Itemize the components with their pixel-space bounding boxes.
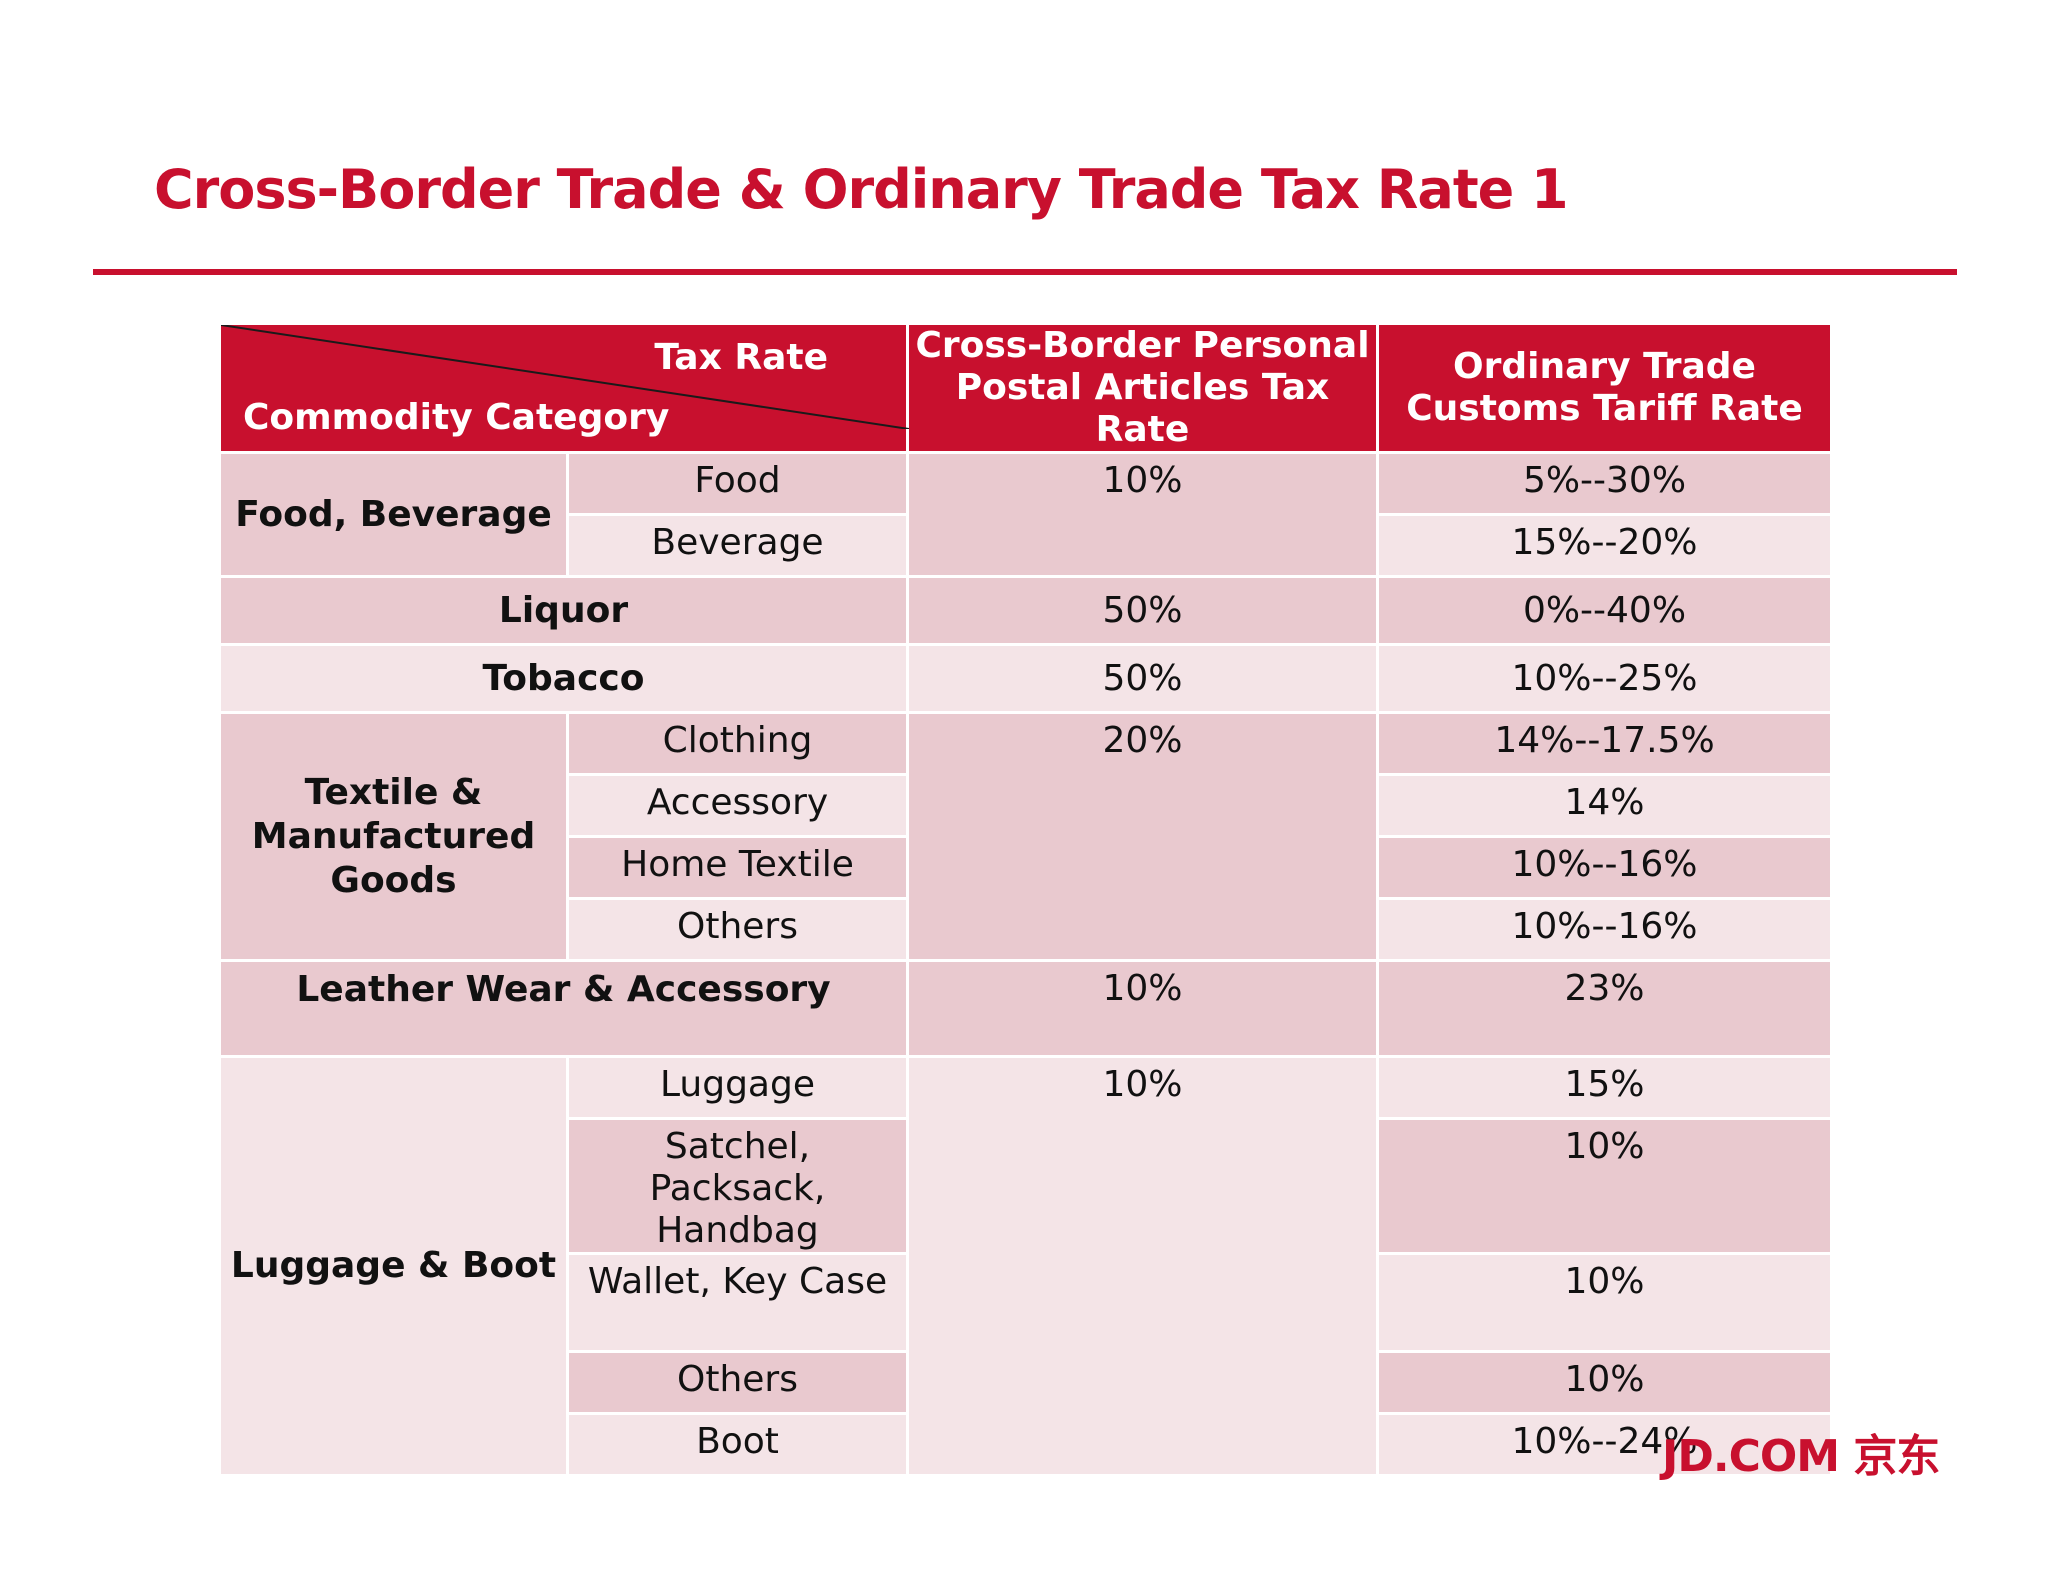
category-cell: Luggage & Boot xyxy=(218,1055,569,1477)
tariff-cell: 10%--25% xyxy=(1376,643,1833,714)
title-divider xyxy=(93,269,1957,275)
subcategory-cell: Accessory xyxy=(566,773,909,838)
table-row: Others 10%--16% xyxy=(220,897,1833,962)
table-row: Tobacco 50% 10%--25% xyxy=(218,643,1833,714)
table-row: Home Textile 10%--16% xyxy=(220,835,1833,900)
table-row: Leather Wear & Accessory 10% 23% xyxy=(218,959,1833,1058)
cross-border-rate-cell: 20% xyxy=(906,711,1379,962)
cross-border-rate-cell: 10% xyxy=(906,1055,1379,1477)
table-header-row: Tax Rate Commodity Category Cross-Border… xyxy=(218,322,1833,454)
corner-header-cell: Tax Rate Commodity Category xyxy=(218,322,909,454)
table-row: Wallet, Key Case 10% xyxy=(220,1252,1833,1353)
header-line: Ordinary Trade xyxy=(1453,346,1756,387)
tariff-cell: 14%--17.5% xyxy=(1376,711,1833,776)
cross-border-rate-cell: 10% xyxy=(906,451,1379,578)
cross-border-rate-cell: 50% xyxy=(906,575,1379,646)
tariff-cell: 15%--20% xyxy=(1376,513,1833,578)
tariff-cell: 15% xyxy=(1376,1055,1833,1120)
category-line: Goods xyxy=(330,859,457,901)
commodity-category-header: Commodity Category xyxy=(243,397,670,438)
tariff-cell: 5%--30% xyxy=(1376,451,1833,516)
ordinary-tariff-header: Ordinary Trade Customs Tariff Rate xyxy=(1376,322,1833,454)
category-cell: Leather Wear & Accessory xyxy=(218,959,909,1058)
tariff-cell: 10% xyxy=(1376,1252,1833,1353)
subcategory-cell: Clothing xyxy=(566,711,909,776)
table-row: Beverage 15%--20% xyxy=(220,513,1833,578)
subcategory-line: Handbag xyxy=(656,1210,819,1251)
jd-logo: JD.COM 京东 xyxy=(1662,1431,1940,1482)
tariff-cell: 10%--24% xyxy=(1376,1412,1833,1477)
table-row: Textile & Manufactured Goods Clothing 20… xyxy=(218,711,1833,962)
tax-rate-table: Tax Rate Commodity Category Cross-Border… xyxy=(218,322,1833,1477)
tariff-cell: 10%--16% xyxy=(1376,897,1833,962)
subcategory-cell: Food xyxy=(566,451,909,516)
table-row: Boot 10%--24% xyxy=(220,1412,1833,1477)
cross-border-rate-cell: 10% xyxy=(906,959,1379,1058)
table-row: Accessory 14% xyxy=(220,773,1833,838)
cross-border-rate-cell: 50% xyxy=(906,643,1379,714)
category-cell: Textile & Manufactured Goods xyxy=(218,711,569,962)
tariff-cell: 10%--16% xyxy=(1376,835,1833,900)
subcategory-cell: Others xyxy=(566,897,909,962)
subcategory-cell: Boot xyxy=(566,1412,909,1477)
page-title: Cross-Border Trade & Ordinary Trade Tax … xyxy=(154,158,1569,221)
table-row: Satchel, Packsack, Handbag 10% xyxy=(220,1117,1833,1255)
subcategory-cell: Beverage xyxy=(566,513,909,578)
subcategory-cell: Home Textile xyxy=(566,835,909,900)
category-cell: Liquor xyxy=(218,575,909,646)
table-row: Food, Beverage Food 10% 5%--30% xyxy=(218,451,1833,578)
header-line: Cross-Border Personal xyxy=(915,325,1370,366)
header-line: Postal Articles Tax Rate xyxy=(955,367,1330,450)
header-line: Customs Tariff Rate xyxy=(1406,388,1803,429)
tariff-cell: 23% xyxy=(1376,959,1833,1058)
subcategory-cell: Satchel, Packsack, Handbag xyxy=(566,1117,909,1255)
category-cell: Food, Beverage xyxy=(218,451,569,578)
cross-border-rate-header: Cross-Border Personal Postal Articles Ta… xyxy=(906,322,1379,454)
tax-rate-header: Tax Rate xyxy=(654,337,828,378)
table-row: Liquor 50% 0%--40% xyxy=(218,575,1833,646)
diagonal-divider xyxy=(221,325,909,429)
tariff-cell: 10% xyxy=(1376,1117,1833,1255)
subcategory-cell: Luggage xyxy=(566,1055,909,1120)
subcategory-cell: Wallet, Key Case xyxy=(566,1252,909,1353)
tariff-cell: 14% xyxy=(1376,773,1833,838)
subcategory-line: Satchel, Packsack, xyxy=(649,1126,826,1209)
category-line: Textile & xyxy=(304,771,483,813)
tariff-cell: 0%--40% xyxy=(1376,575,1833,646)
tariff-cell: 10% xyxy=(1376,1350,1833,1415)
category-line: Manufactured xyxy=(251,815,536,857)
category-cell: Tobacco xyxy=(218,643,909,714)
table-row: Luggage & Boot Luggage 10% 15% xyxy=(218,1055,1833,1477)
table-row: Others 10% xyxy=(220,1350,1833,1415)
subcategory-cell: Others xyxy=(566,1350,909,1415)
